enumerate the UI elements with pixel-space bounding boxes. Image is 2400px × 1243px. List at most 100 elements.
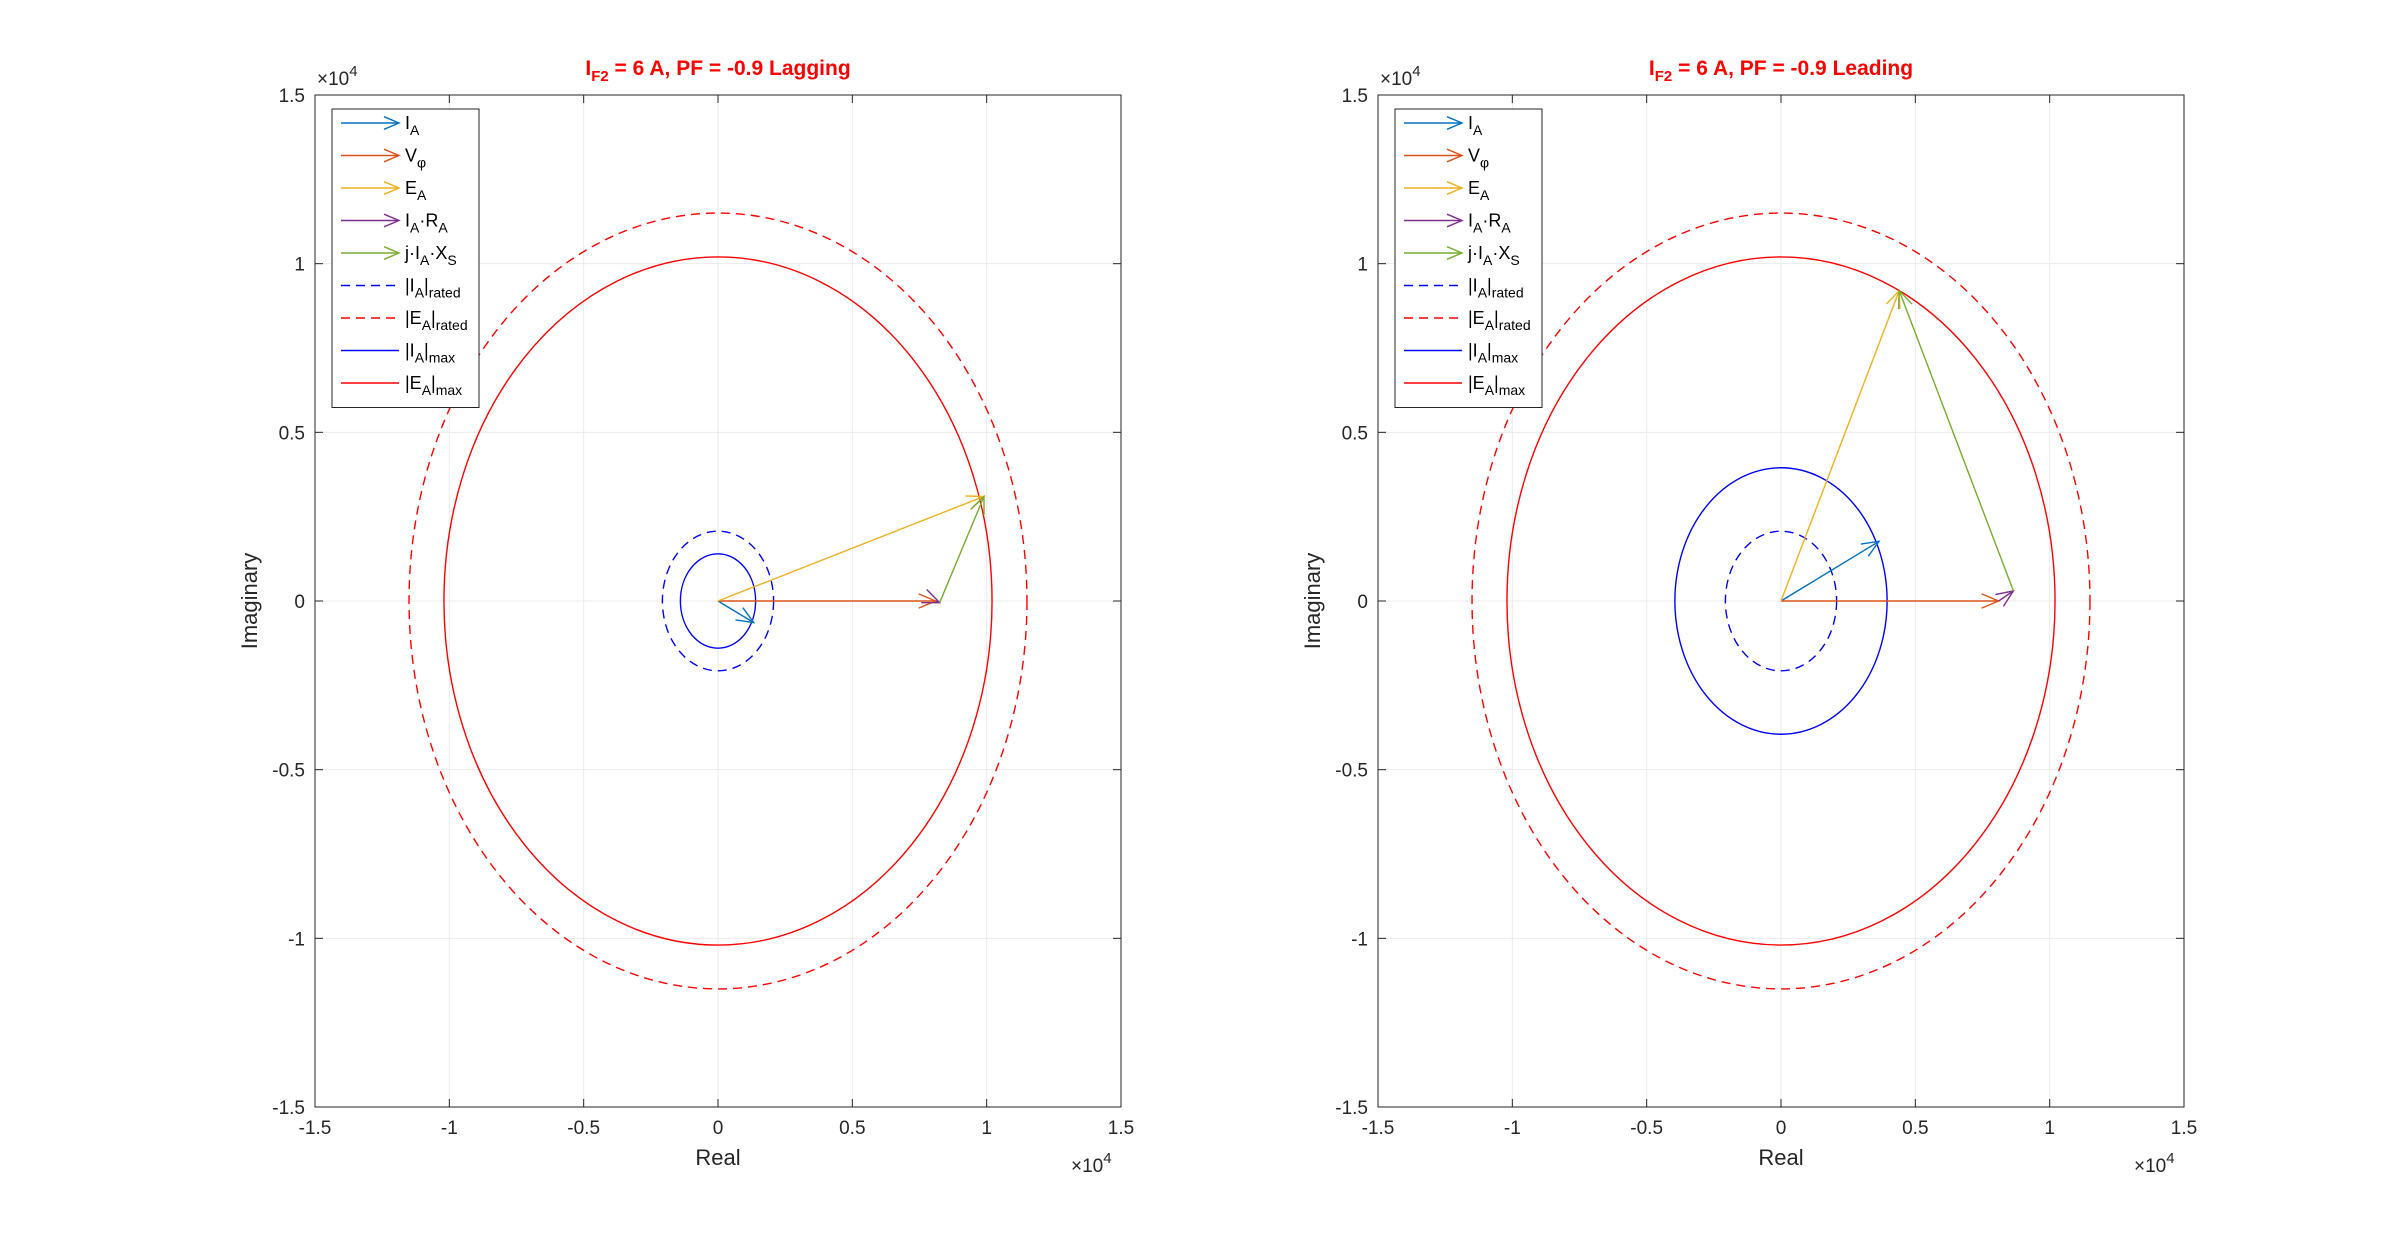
legend-label-part: A	[1478, 350, 1488, 366]
legend-label-part: j·I	[1467, 243, 1483, 263]
x-tick-label: -0.5	[1630, 1118, 1663, 1139]
legend-label-part: A	[422, 382, 432, 398]
legend-entry: EA	[341, 178, 427, 203]
x-exponent-base: ×10	[1071, 1156, 1103, 1177]
y-tick-label: -0.5	[272, 761, 305, 782]
phasor-IA	[1780, 540, 1881, 602]
legend-label-part: |	[424, 341, 429, 361]
legend-label: IA	[1468, 113, 1483, 138]
legend-label-part: rated	[429, 285, 461, 301]
legend-label: j·IA·XS	[1467, 243, 1520, 268]
legend-swatch-arrow	[341, 148, 401, 163]
legend-label-part: A	[1485, 317, 1495, 333]
legend-label-part: I	[405, 113, 410, 133]
legend-label-part: ·R	[1482, 211, 1501, 231]
chart-title: IF2 = 6 A, PF = -0.9 Leading	[1649, 57, 1913, 85]
y-tick-label: 1	[1357, 255, 1368, 276]
circle-EA-rated	[408, 212, 1028, 990]
legend-entry: |EA|max	[1404, 373, 1525, 398]
circle-EA-rated	[1471, 212, 2091, 990]
x-tick-label: -1	[1504, 1118, 1521, 1139]
legend-swatch-arrow	[1404, 148, 1464, 163]
legend-label: |IA|max	[1468, 341, 1518, 366]
plot-content	[1471, 212, 2091, 990]
chart-title-main: I	[585, 57, 591, 80]
legend-label: EA	[405, 178, 427, 203]
legend-label-part: A	[422, 317, 432, 333]
legend-label: |IA|rated	[405, 276, 461, 301]
legend-label: IA·RA	[405, 211, 448, 236]
legend-label-part: A	[1478, 285, 1488, 301]
x-tick-label: 0	[713, 1118, 724, 1139]
legend-label: j·IA·XS	[404, 243, 457, 268]
x-tick-label: -1	[441, 1118, 458, 1139]
x-axis-label: Real	[1758, 1145, 1803, 1170]
phasor-jIAXS	[939, 494, 985, 603]
legend-swatch-arrow	[341, 116, 401, 130]
y-exponent-label: ×104	[1380, 63, 1421, 90]
legend-label: |EA|max	[1468, 373, 1525, 398]
x-exponent-power: 4	[1103, 1150, 1111, 1167]
x-tick-label: 0.5	[1902, 1118, 1928, 1139]
legend-label-part: max	[429, 350, 455, 366]
y-tick-label: -0.5	[1335, 761, 1368, 782]
chart-title-rest: = 6 A, PF = -0.9 Leading	[1672, 57, 1913, 80]
legend-entry: j·IA·XS	[1404, 243, 1520, 268]
legend-entry: Vφ	[341, 146, 426, 171]
x-tick-label: 1	[2044, 1118, 2055, 1139]
legend-swatch-arrow	[341, 246, 401, 260]
legend-swatch-arrow	[1404, 246, 1464, 260]
legend-label-part: A	[1485, 382, 1495, 398]
plot-content	[408, 212, 1028, 990]
chart-title-rest: = 6 A, PF = -0.9 Lagging	[609, 57, 851, 80]
x-tick-label: 1.5	[1108, 1118, 1134, 1139]
left-chart: -1.5 -1 -0.5 0 0.5 1 1.5-1.5-1-0.500.511.5×104…	[237, 57, 1134, 1177]
legend-label-part: max	[1499, 382, 1525, 398]
legend-entry: |EA|rated	[341, 308, 468, 333]
legend-entry: |EA|rated	[1404, 308, 1531, 333]
legend-swatch-arrow	[1404, 181, 1464, 195]
chart-title-sub: F2	[591, 68, 609, 85]
y-exponent-power: 4	[1412, 63, 1420, 80]
x-tick-label: 1.5	[2171, 1118, 2197, 1139]
legend-label-part: |	[1487, 341, 1492, 361]
x-exponent-base: ×10	[2134, 1156, 2166, 1177]
legend-label-part: S	[447, 252, 456, 268]
x-tick-label: -1.5	[1362, 1118, 1395, 1139]
legend-label-part: |	[431, 308, 436, 328]
legend-entry: |IA|rated	[341, 276, 461, 301]
legend-label-part: |I	[405, 341, 415, 361]
legend-label-part: I	[1468, 211, 1473, 231]
legend-label-part: |E	[1468, 308, 1485, 328]
legend-label: |EA|rated	[405, 308, 468, 333]
legend-swatch-arrow	[1404, 116, 1464, 130]
y-tick-label: -1	[288, 929, 305, 950]
legend-label-part: max	[1492, 350, 1518, 366]
legend-label-part: S	[1510, 252, 1519, 268]
tick-marks	[1377, 94, 2185, 1108]
y-axis-label: Imaginary	[1300, 553, 1325, 650]
legend-label-part: |	[1494, 373, 1499, 393]
legend-entry: IA·RA	[1404, 211, 1511, 236]
circle-EA-max	[1506, 256, 2056, 946]
right-chart: -1.5 -1 -0.5 0 0.5 1 1.5-1.5-1-0.500.511.5×104…	[1300, 57, 2197, 1177]
legend-label-part: A	[417, 187, 427, 203]
legend-label-part: A	[415, 350, 425, 366]
y-axis-label: Imaginary	[237, 553, 262, 650]
x-tick-label: 0	[1776, 1118, 1787, 1139]
x-tick-label: 1	[981, 1118, 992, 1139]
legend-label-part: A	[1473, 220, 1483, 236]
chart-title: IF2 = 6 A, PF = -0.9 Lagging	[585, 57, 850, 85]
y-tick-label: -1.5	[1335, 1098, 1368, 1119]
legend-entry: IA	[1404, 113, 1483, 138]
phasor-jIAXS	[1897, 288, 2015, 592]
legend-label-part: A	[438, 220, 448, 236]
legend-swatch-arrow	[1404, 213, 1464, 228]
legend-label-part: max	[436, 382, 462, 398]
legend-label-part: A	[1501, 220, 1511, 236]
y-tick-label: 0.5	[279, 423, 305, 444]
legend-label-part: |E	[1468, 373, 1485, 393]
legend-label-part: |I	[405, 276, 415, 296]
